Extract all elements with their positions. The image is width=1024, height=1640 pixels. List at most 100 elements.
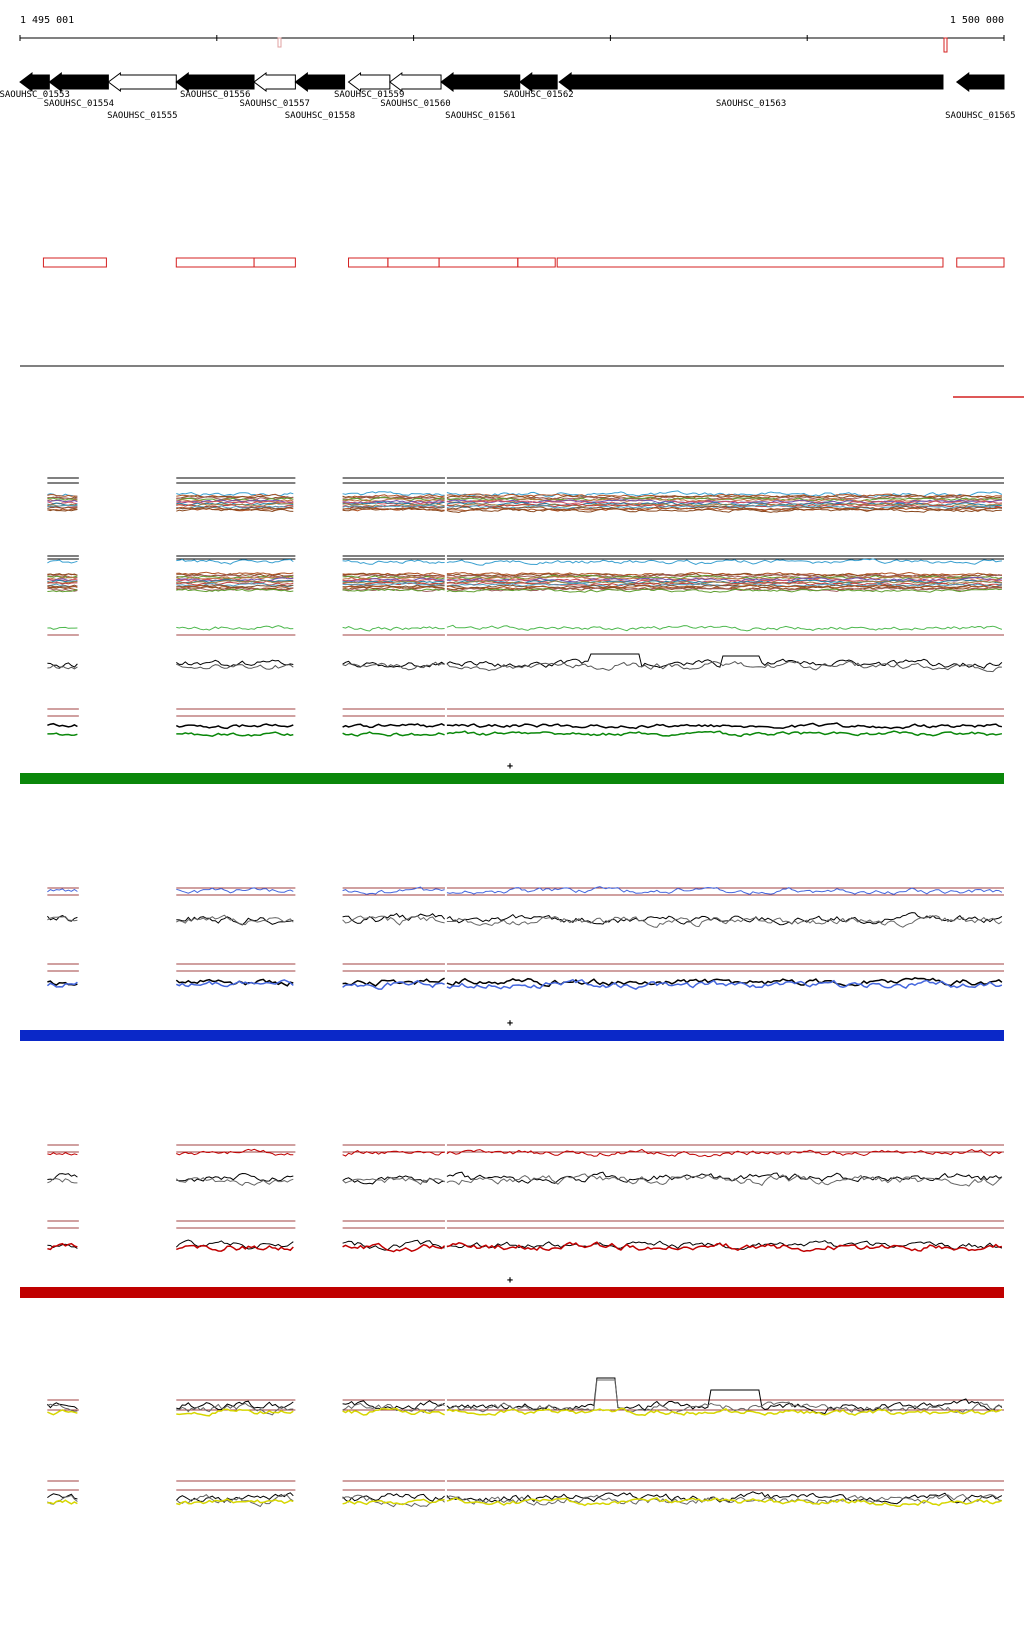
- gene-saouhsc_01556[interactable]: SAOUHSC_01556: [175, 72, 255, 100]
- signal-line: [176, 1400, 294, 1411]
- sample-band: [342, 577, 445, 582]
- gene-saouhsc_01562[interactable]: SAOUHSC_01562: [503, 72, 574, 100]
- signal-line: [176, 625, 294, 631]
- gene-arrow[interactable]: [558, 72, 944, 92]
- panel-marker: +: [507, 1275, 513, 1286]
- signal-line: [176, 1244, 294, 1252]
- gene-saouhsc_01563[interactable]: SAOUHSC_01563: [558, 72, 944, 109]
- sample-band: [47, 497, 78, 501]
- gene-label: SAOUHSC_01557: [239, 99, 309, 109]
- gene-arrow[interactable]: [347, 72, 391, 92]
- signal-line: [175, 723, 294, 730]
- sample-band: [176, 576, 294, 581]
- sample-band: [446, 500, 1002, 506]
- sample-band: [176, 571, 294, 576]
- sample-band: [342, 582, 445, 587]
- panel-bar-green: [20, 773, 1004, 784]
- signal-line: [342, 1498, 445, 1506]
- signal-line: [47, 888, 78, 893]
- sample-band: [176, 507, 294, 513]
- operon-box: [956, 257, 1005, 268]
- signal-line: [46, 981, 78, 988]
- signal-line: [342, 912, 445, 924]
- sample-band: [47, 582, 78, 585]
- sample-band: [446, 581, 1003, 587]
- sample-band: [176, 586, 294, 591]
- signal-line: [446, 558, 1002, 566]
- gene-arrow[interactable]: [48, 72, 109, 92]
- ruler-marker: [277, 37, 282, 48]
- sample-band: [446, 496, 1002, 502]
- signal-line: [342, 1150, 445, 1157]
- signal-line: [446, 1148, 1003, 1158]
- signal-line: [47, 559, 78, 564]
- signal-line: [176, 1148, 294, 1156]
- gene-saouhsc_01565[interactable]: SAOUHSC_01565: [945, 72, 1016, 121]
- signal-line: [446, 1377, 1003, 1415]
- gene-arrow[interactable]: [253, 72, 296, 92]
- sample-band: [176, 575, 294, 580]
- sample-band: [176, 506, 294, 511]
- gene-label: SAOUHSC_01561: [445, 111, 515, 121]
- gene-saouhsc_01555[interactable]: SAOUHSC_01555: [107, 72, 178, 121]
- sample-band: [342, 585, 445, 590]
- sample-band: [342, 578, 445, 582]
- gene-label: SAOUHSC_01558: [285, 111, 355, 121]
- gene-arrow[interactable]: [955, 72, 1005, 92]
- sample-band: [176, 497, 294, 502]
- signal-line: [446, 1491, 1003, 1505]
- coordinate-ruler: [19, 35, 1005, 53]
- gene-arrow[interactable]: [107, 72, 177, 92]
- sample-band: [446, 579, 1002, 585]
- sample-band: [176, 493, 294, 498]
- sample-band: [446, 505, 1003, 511]
- gene-arrow[interactable]: [175, 72, 255, 92]
- signal-line: [446, 1407, 1003, 1417]
- gene-arrow[interactable]: [294, 72, 346, 92]
- signal-line: [342, 886, 445, 895]
- gene-label: SAOUHSC_01560: [380, 99, 450, 109]
- signal-line: [176, 731, 294, 737]
- sample-band: [176, 588, 294, 593]
- gene-label: SAOUHSC_01555: [107, 111, 177, 121]
- signal-line: [446, 730, 1003, 738]
- sample-band: [176, 580, 294, 584]
- operon-box: [387, 257, 440, 268]
- gene-arrow[interactable]: [19, 72, 50, 92]
- gene-arrow[interactable]: [440, 72, 521, 92]
- gene-saouhsc_01558[interactable]: SAOUHSC_01558: [285, 72, 355, 121]
- panel-bars: + + +: [20, 761, 1004, 1298]
- sample-band: [176, 581, 294, 586]
- sample-band: [47, 589, 78, 593]
- sample-band: [47, 584, 78, 588]
- signal-tracks: [46, 477, 1004, 1508]
- sample-band: [342, 588, 445, 593]
- gene-label: SAOUHSC_01559: [334, 90, 404, 100]
- signal-line: [446, 1497, 1003, 1507]
- gene-label: SAOUHSC_01563: [716, 99, 786, 109]
- sample-band: [342, 507, 445, 512]
- sample-band: [47, 501, 78, 505]
- sample-band: [176, 502, 294, 506]
- signal-line: [47, 1403, 78, 1412]
- signal-line: [47, 722, 78, 728]
- signal-line: [176, 659, 294, 668]
- signal-line: [342, 491, 445, 496]
- signal-line: [342, 1493, 445, 1503]
- signal-line: [47, 626, 78, 630]
- ruler-marker: [943, 37, 948, 53]
- sample-band: [446, 503, 1002, 509]
- sample-band: [176, 499, 294, 504]
- gene-arrow[interactable]: [518, 72, 558, 92]
- signal-line: [342, 722, 445, 729]
- sample-band: [342, 504, 445, 509]
- signal-line: [176, 1408, 294, 1417]
- signal-line: [176, 1172, 294, 1182]
- gene-arrow[interactable]: [389, 72, 442, 92]
- signal-line: [446, 886, 1003, 895]
- signal-line: [47, 662, 78, 668]
- gene-label: SAOUHSC_01556: [180, 90, 250, 100]
- sample-band: [446, 508, 1002, 514]
- signal-line: [342, 660, 445, 668]
